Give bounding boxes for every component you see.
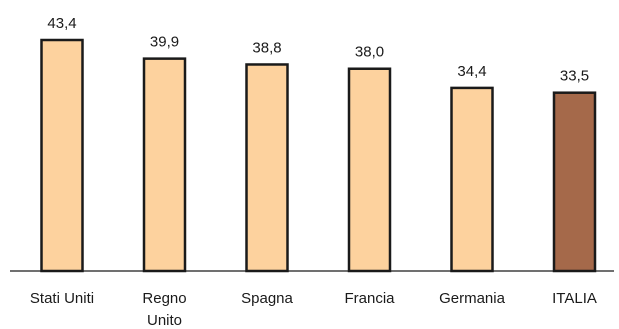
x-tick-labels-group: Stati Uniti Regno Unito Spagna Francia German… xyxy=(30,290,597,329)
tick-label-line: Germania xyxy=(439,290,506,307)
tick-label-line: Stati Uniti xyxy=(30,290,94,307)
bar-germania xyxy=(450,86,494,273)
tick-label-line: Francia xyxy=(344,290,395,307)
value-label-stati-uniti: 43,4 xyxy=(47,15,76,32)
value-label-francia: 38,0 xyxy=(355,44,384,61)
value-label-germania: 34,4 xyxy=(457,63,486,80)
tick-label-germania: Germania xyxy=(439,290,506,307)
value-labels-group: 43,4 39,9 38,8 38,0 34,4 33,5 xyxy=(47,15,589,85)
tick-label-francia: Francia xyxy=(344,290,395,307)
value-label-italia: 33,5 xyxy=(560,68,589,85)
bar-italia xyxy=(552,91,597,273)
bar-regno-unito xyxy=(142,57,187,273)
bar-stati-uniti xyxy=(40,38,84,273)
tick-label-stati-uniti: Stati Uniti xyxy=(30,290,94,307)
bar-francia xyxy=(347,67,392,273)
tick-label-line: Regno xyxy=(142,290,186,307)
tick-label-spagna: Spagna xyxy=(241,290,293,307)
bar-spagna xyxy=(245,63,289,273)
bars-group xyxy=(40,38,597,273)
tick-label-line: Unito xyxy=(147,312,182,329)
value-label-spagna: 38,8 xyxy=(252,39,281,56)
tick-label-line: Spagna xyxy=(241,290,293,307)
tick-label-regno-unito: Regno Unito xyxy=(142,290,186,329)
value-label-regno-unito: 39,9 xyxy=(150,34,179,51)
tick-label-line: ITALIA xyxy=(552,290,597,307)
tick-label-italia: ITALIA xyxy=(552,290,597,307)
